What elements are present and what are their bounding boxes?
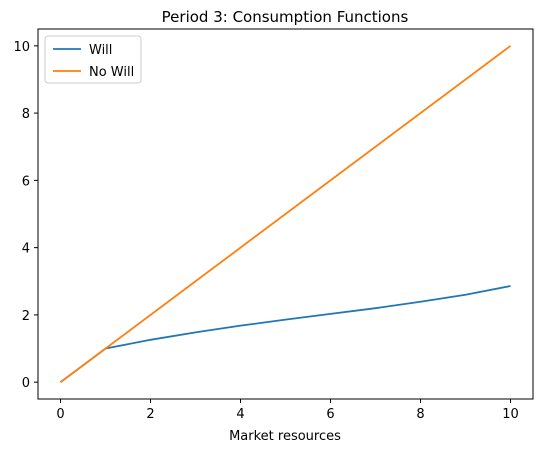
x-tick-label: 10 [502, 407, 519, 422]
y-tick-label: 4 [22, 242, 30, 257]
y-tick-label: 6 [22, 174, 30, 189]
legend: Will No Will [44, 35, 142, 84]
y-axis-ticks: 0 2 4 6 8 10 [13, 40, 38, 391]
x-tick-label: 8 [416, 407, 424, 422]
series-line-no-will [59, 45, 512, 383]
legend-label-will: Will [89, 43, 112, 58]
y-tick-label: 10 [13, 40, 30, 55]
series-layer [59, 45, 512, 383]
x-tick-label: 0 [56, 407, 64, 422]
chart-title: Period 3: Consumption Functions [162, 8, 409, 26]
x-axis-ticks: 0 2 4 6 8 10 [56, 399, 519, 422]
x-tick-label: 4 [236, 407, 244, 422]
y-tick-label: 8 [22, 107, 30, 122]
plot-frame [37, 28, 534, 400]
y-tick-label: 0 [22, 376, 30, 391]
y-tick-label: 2 [22, 309, 30, 324]
x-tick-label: 6 [326, 407, 334, 422]
x-axis-label: Market resources [229, 429, 341, 444]
series-line-will [59, 285, 511, 383]
legend-label-no-will: No Will [89, 65, 134, 80]
x-tick-label: 2 [146, 407, 154, 422]
